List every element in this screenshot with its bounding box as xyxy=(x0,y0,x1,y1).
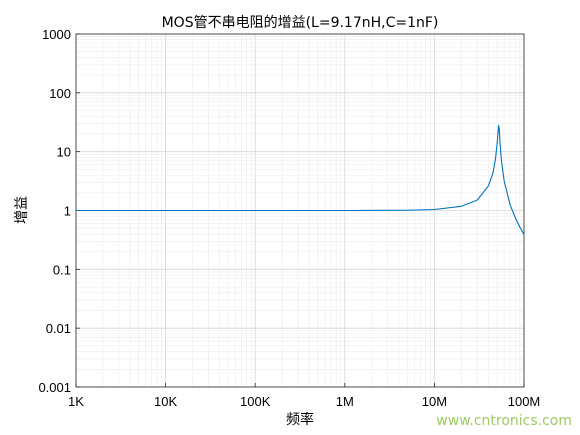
x-tick-label: 100K xyxy=(240,394,271,409)
y-axis-label: 增益 xyxy=(14,196,30,224)
chart-title: MOS管不串电阻的增益(L=9.17nH,C=1nF) xyxy=(162,15,439,31)
x-tick-label: 1M xyxy=(336,394,354,409)
series-lines xyxy=(76,124,525,235)
y-axis-ticks: 0.001 0.01 0.1 1 10 100 1000 xyxy=(38,27,80,395)
x-axis-label: 频率 xyxy=(286,411,314,428)
x-tick-label: 10K xyxy=(154,394,177,409)
y-tick-label: 0.001 xyxy=(38,380,71,395)
series-line-0 xyxy=(76,124,525,235)
watermark: www.cntronics.com xyxy=(436,413,572,429)
y-tick-label: 1000 xyxy=(42,27,71,42)
y-tick-label: 100 xyxy=(49,86,71,101)
y-tick-label: 10 xyxy=(57,145,71,160)
y-tick-label: 0.1 xyxy=(53,262,71,277)
y-tick-label: 0.01 xyxy=(46,321,71,336)
y-tick-label: 1 xyxy=(64,204,71,219)
x-tick-label: 10M xyxy=(422,394,447,409)
x-tick-label: 100M xyxy=(508,394,541,409)
x-tick-label: 1K xyxy=(68,394,84,409)
x-axis-ticks: 1K 10K 100K 1M 10M 100M xyxy=(68,383,540,409)
